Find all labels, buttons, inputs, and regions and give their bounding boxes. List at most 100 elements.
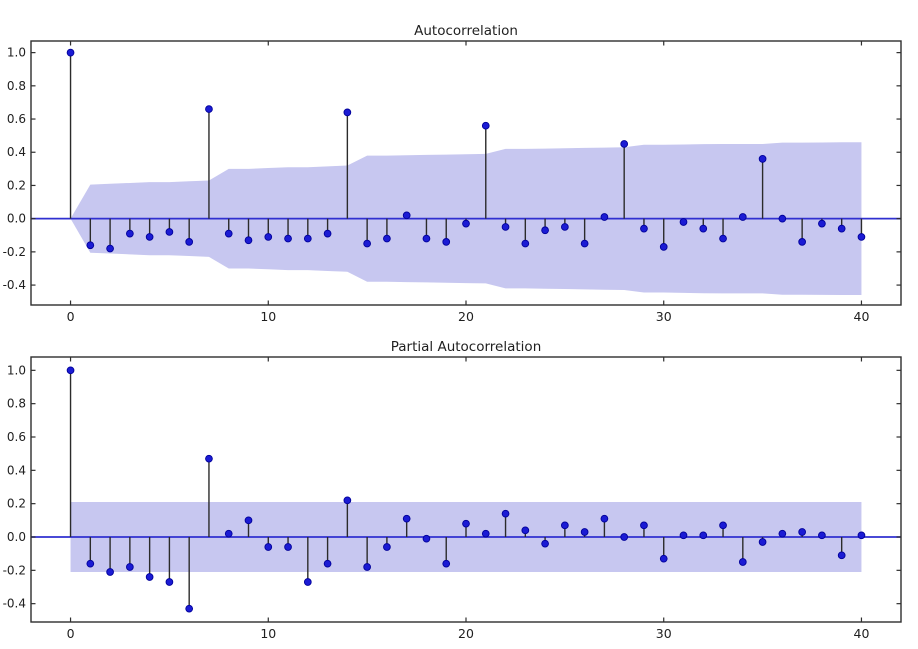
data-point	[758, 155, 767, 163]
x-tick-label: 30	[656, 626, 672, 641]
data-point	[264, 233, 273, 241]
data-point	[205, 105, 213, 113]
data-point	[818, 531, 826, 540]
data-point	[818, 219, 826, 228]
data-point	[600, 514, 609, 523]
data-point	[758, 538, 767, 546]
data-point	[422, 234, 431, 243]
data-point	[66, 366, 75, 375]
data-point	[481, 121, 490, 130]
data-point	[659, 243, 668, 251]
data-point	[86, 241, 95, 250]
data-point	[106, 244, 114, 253]
data-point	[224, 529, 233, 538]
data-point	[699, 224, 708, 233]
data-point	[126, 229, 134, 238]
x-tick-label: 0	[67, 626, 75, 641]
x-tick-label: 0	[67, 309, 75, 324]
x-tick-label: 40	[854, 309, 870, 324]
data-point	[145, 233, 154, 241]
data-point	[837, 224, 846, 233]
data-point	[343, 496, 352, 505]
data-point	[284, 543, 292, 551]
plot-title: Partial Autocorrelation	[391, 339, 542, 355]
data-point	[580, 528, 589, 536]
data-point	[837, 551, 846, 560]
data-point	[323, 229, 332, 238]
data-point	[402, 211, 411, 220]
data-point	[738, 213, 747, 221]
data-point	[620, 533, 629, 541]
y-tick-label: 0.2	[7, 178, 26, 192]
data-point	[363, 563, 371, 571]
data-point	[620, 140, 629, 148]
data-point	[561, 223, 569, 231]
data-point	[205, 454, 213, 463]
data-point	[422, 534, 431, 543]
data-point	[224, 229, 233, 238]
data-point	[244, 236, 253, 245]
data-point	[363, 239, 371, 248]
axis-ticks	[31, 357, 901, 622]
data-point	[402, 514, 411, 523]
x-tick-label: 40	[854, 626, 870, 641]
data-point	[778, 214, 787, 223]
data-point	[165, 578, 174, 586]
y-tick-label: -0.2	[3, 563, 26, 577]
data-point	[442, 559, 451, 568]
data-point	[264, 543, 273, 551]
data-point	[66, 48, 75, 57]
data-point	[857, 233, 866, 241]
data-point	[343, 108, 352, 117]
data-point	[244, 516, 253, 525]
data-point	[719, 521, 727, 530]
axes-frame	[30, 356, 902, 623]
y-tick-label: 0.6	[7, 112, 26, 126]
data-point	[561, 521, 569, 530]
x-tick-label: 20	[458, 309, 474, 324]
data-point	[481, 529, 490, 538]
x-tick-label: 10	[260, 309, 276, 324]
data-point	[778, 529, 787, 538]
y-tick-label: 0.8	[7, 397, 26, 411]
data-point	[185, 238, 194, 246]
data-point	[857, 531, 866, 540]
data-point	[145, 573, 154, 581]
y-tick-label: 1.0	[7, 46, 26, 60]
y-tick-label: 1.0	[7, 363, 26, 377]
y-tick-label: 0.0	[7, 530, 26, 544]
data-point	[323, 559, 332, 568]
data-point	[86, 559, 95, 568]
data-point	[798, 238, 806, 246]
data-point	[679, 531, 688, 540]
data-point	[462, 219, 470, 228]
data-point	[798, 528, 806, 536]
data-point	[303, 234, 312, 243]
y-tick-label: 0.4	[7, 145, 26, 159]
axis-ticks	[31, 41, 901, 305]
data-point	[284, 234, 292, 243]
data-point	[383, 543, 391, 551]
x-tick-label: 10	[260, 626, 276, 641]
y-tick-label: -0.4	[3, 278, 26, 292]
y-tick-label: 0.6	[7, 430, 26, 444]
data-point	[462, 519, 470, 528]
data-point	[501, 223, 510, 231]
data-point	[165, 228, 174, 236]
data-point	[521, 239, 530, 248]
data-point	[699, 531, 708, 540]
data-point	[185, 604, 194, 613]
acf-subplot: 0 10 20 30 40 1.0 0.8 0.6 0.4 0.2 0.0 -0.2 -0.4 Autoc…	[3, 23, 902, 324]
data-point	[126, 563, 134, 571]
data-point	[541, 226, 549, 235]
data-point	[719, 234, 727, 243]
markers	[66, 366, 866, 613]
data-point	[738, 558, 747, 566]
data-point	[442, 238, 451, 246]
data-point	[679, 218, 688, 226]
data-point	[106, 568, 114, 576]
y-tick-label: 0.2	[7, 497, 26, 511]
y-tick-label: 0.4	[7, 463, 26, 477]
